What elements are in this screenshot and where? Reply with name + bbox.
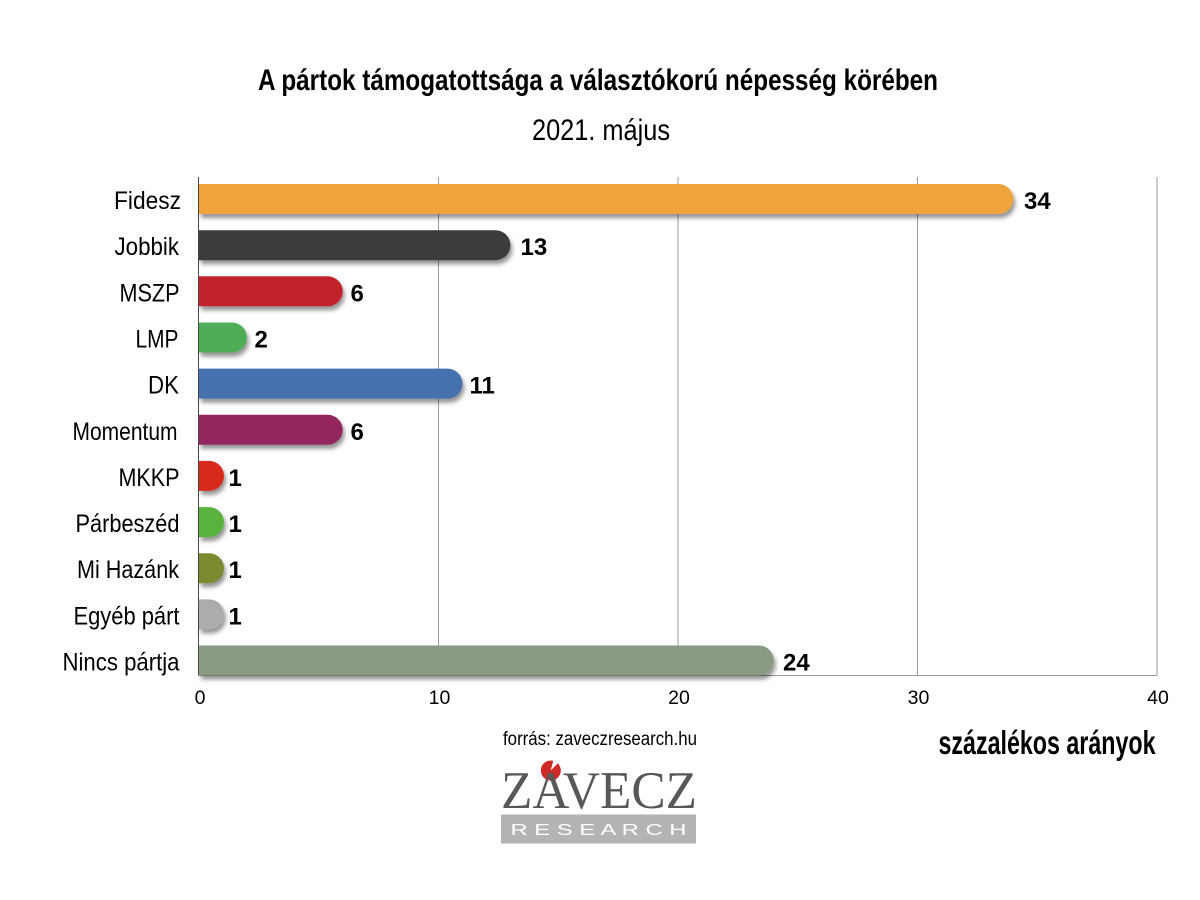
svg-text:Jobbik: Jobbik — [115, 233, 180, 261]
svg-text:Mi Hazánk: Mi Hazánk — [77, 556, 179, 584]
svg-text:A pártok támogatottsága a vála: A pártok támogatottsága a választókorú n… — [258, 65, 938, 97]
svg-text:2: 2 — [255, 327, 268, 354]
svg-text:1: 1 — [229, 557, 242, 584]
svg-text:40: 40 — [1147, 687, 1169, 709]
svg-text:30: 30 — [908, 687, 930, 709]
svg-text:1: 1 — [229, 465, 242, 492]
svg-text:Nincs pártja: Nincs pártja — [63, 649, 180, 677]
svg-text:MKKP: MKKP — [119, 464, 180, 492]
svg-text:34: 34 — [1024, 188, 1051, 215]
svg-text:10: 10 — [429, 687, 451, 709]
svg-text:LMP: LMP — [136, 326, 179, 354]
svg-text:11: 11 — [470, 373, 495, 400]
svg-text:Fidesz: Fidesz — [114, 187, 181, 215]
svg-text:6: 6 — [351, 280, 364, 307]
svg-text:százalékos arányok: százalékos arányok — [939, 724, 1156, 761]
svg-text:Egyéb párt: Egyéb párt — [74, 602, 180, 630]
svg-text:Momentum: Momentum — [73, 418, 178, 446]
svg-text:forrás: zaveczresearch.hu: forrás: zaveczresearch.hu — [503, 729, 697, 750]
svg-text:24: 24 — [783, 650, 810, 677]
svg-text:20: 20 — [668, 687, 690, 709]
svg-text:6: 6 — [351, 419, 364, 446]
svg-text:DK: DK — [148, 372, 179, 400]
svg-text:1: 1 — [229, 511, 242, 538]
svg-text:Párbeszéd: Párbeszéd — [76, 510, 180, 538]
svg-text:R E S E A R C H: R E S E A R C H — [511, 822, 687, 839]
svg-text:2021. május: 2021. május — [532, 114, 670, 147]
svg-text:13: 13 — [521, 234, 548, 261]
svg-text:ZAVECZ: ZAVECZ — [501, 762, 697, 820]
svg-text:1: 1 — [229, 603, 242, 630]
svg-text:MSZP: MSZP — [120, 279, 180, 307]
svg-text:0: 0 — [195, 687, 206, 709]
